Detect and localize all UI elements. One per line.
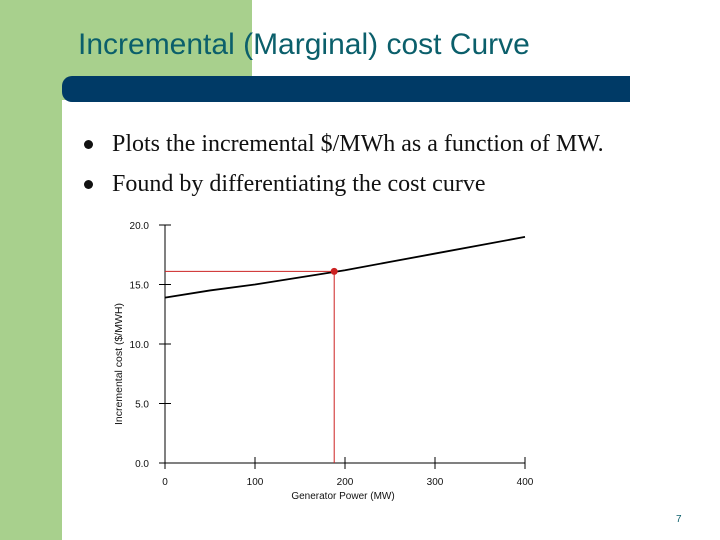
y-axis-label: Incremental cost ($/MWH) [113,303,125,425]
accent-bar-left [0,100,62,540]
x-tick-label: 300 [427,477,444,488]
x-tick-label: 0 [162,477,168,488]
highlight-point [330,267,338,275]
x-tick-label: 400 [517,477,534,488]
title-rule [62,76,630,102]
incremental-cost-curve [164,236,526,299]
bullet-dot-icon [84,140,93,149]
y-tick-label: 5.0 [135,400,149,411]
x-tick-label: 200 [337,477,354,488]
bullet-list: Plots the incremental $/MWh as a functio… [84,126,604,206]
page-number: 7 [676,514,682,525]
x-tick-label: 100 [247,477,264,488]
bullet-item: Found by differentiating the cost curve [84,166,604,206]
bullet-text: Found by differentiating the cost curve [112,171,486,197]
x-axis-label: Generator Power (MW) [291,491,394,502]
y-tick-label: 20.0 [130,221,150,232]
bullet-dot-icon [84,180,93,189]
y-tick-label: 0.0 [135,459,149,470]
y-tick-label: 10.0 [130,340,150,351]
bullet-item: Plots the incremental $/MWh as a functio… [84,126,604,166]
slide-title: Incremental (Marginal) cost Curve [78,28,530,61]
y-tick-label: 15.0 [130,281,150,292]
bullet-text: Plots the incremental $/MWh as a functio… [112,131,604,157]
